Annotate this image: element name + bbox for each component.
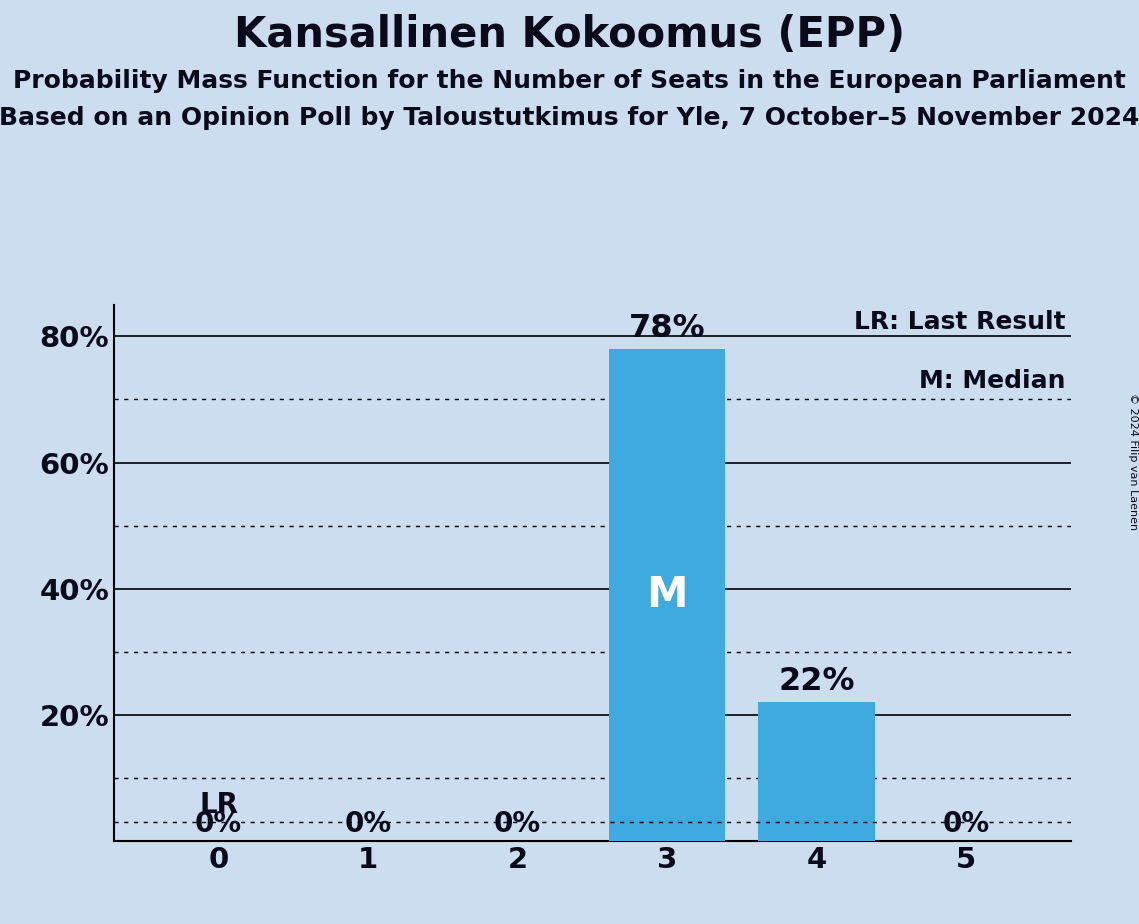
- Text: 0%: 0%: [942, 809, 990, 838]
- Text: M: Median: M: Median: [919, 370, 1066, 394]
- Text: LR: LR: [199, 791, 238, 819]
- Text: 78%: 78%: [629, 313, 705, 344]
- Text: 0%: 0%: [195, 809, 243, 838]
- Text: M: M: [646, 574, 688, 616]
- Text: © 2024 Filip van Laenen: © 2024 Filip van Laenen: [1129, 394, 1138, 530]
- Text: Based on an Opinion Poll by Taloustutkimus for Yle, 7 October–5 November 2024: Based on an Opinion Poll by Taloustutkim…: [0, 106, 1139, 130]
- Text: 0%: 0%: [494, 809, 541, 838]
- Text: Kansallinen Kokoomus (EPP): Kansallinen Kokoomus (EPP): [233, 14, 906, 55]
- Text: Probability Mass Function for the Number of Seats in the European Parliament: Probability Mass Function for the Number…: [13, 69, 1126, 93]
- Text: 0%: 0%: [344, 809, 392, 838]
- Text: LR: Last Result: LR: Last Result: [854, 310, 1066, 334]
- Bar: [608, 349, 726, 841]
- Bar: [759, 702, 875, 841]
- Text: 22%: 22%: [778, 666, 854, 697]
